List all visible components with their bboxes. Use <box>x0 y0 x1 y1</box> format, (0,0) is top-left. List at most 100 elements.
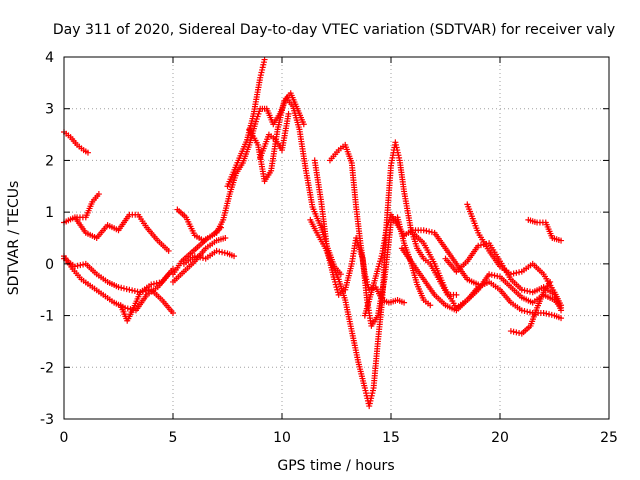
data-point <box>219 249 226 256</box>
data-point <box>518 307 525 314</box>
data-point <box>513 329 520 336</box>
x-axis-label: GPS time / hours <box>277 458 394 474</box>
data-point <box>165 247 172 254</box>
data-point <box>77 262 84 269</box>
data-point <box>150 280 157 287</box>
data-point <box>221 249 228 256</box>
series-track-h <box>170 235 229 285</box>
data-point <box>217 224 224 231</box>
data-point <box>475 242 482 249</box>
series-track-f <box>117 266 176 324</box>
y-tick-label: -2 <box>40 360 54 376</box>
y-tick-label: 3 <box>45 102 54 118</box>
data-point <box>285 110 292 117</box>
data-point <box>74 262 81 269</box>
series-track-b <box>61 211 172 254</box>
data-point <box>488 271 495 278</box>
data-point <box>510 270 517 277</box>
data-point <box>95 191 102 198</box>
series-track-m <box>257 110 292 161</box>
data-point <box>126 286 133 293</box>
data-point <box>156 279 163 286</box>
data-point <box>546 311 553 318</box>
data-point <box>148 281 155 288</box>
data-point <box>558 307 565 314</box>
data-point <box>84 149 91 156</box>
data-point <box>558 302 565 309</box>
data-point <box>494 273 501 280</box>
x-tick-label: 5 <box>169 430 178 446</box>
x-tick-label: 0 <box>60 430 69 446</box>
data-point <box>524 308 531 315</box>
data-point <box>420 227 427 234</box>
data-point <box>521 287 528 294</box>
data-point <box>524 288 531 295</box>
data-point <box>199 255 206 262</box>
data-point <box>115 284 122 291</box>
data-point <box>477 242 484 249</box>
data-point <box>521 308 528 315</box>
data-point <box>80 261 87 268</box>
marks-layer <box>61 56 565 410</box>
data-point <box>543 310 550 317</box>
data-point <box>194 253 201 260</box>
x-tick-label: 25 <box>600 430 618 446</box>
y-tick-label: 0 <box>45 257 54 273</box>
data-point <box>120 285 127 292</box>
ticks-layer: 0 5 10 15 20 25 -3 -2 -1 0 1 2 3 4 <box>40 50 618 446</box>
x-tick-label: 15 <box>382 430 400 446</box>
x-tick-label: 20 <box>491 430 509 446</box>
data-point <box>213 247 220 254</box>
data-point <box>170 266 176 273</box>
data-point <box>427 302 434 309</box>
data-point <box>558 315 565 322</box>
y-tick-label: -3 <box>40 412 54 428</box>
series-track-l <box>246 90 307 185</box>
data-point <box>191 253 198 260</box>
data-point <box>486 271 493 278</box>
data-point <box>428 229 435 236</box>
data-point <box>300 121 307 128</box>
data-point <box>507 271 514 278</box>
data-point <box>518 286 525 293</box>
data-point <box>547 278 554 285</box>
y-tick-label: -1 <box>40 309 54 325</box>
data-point <box>123 286 130 293</box>
data-point <box>401 299 408 306</box>
series-track-r <box>398 245 565 314</box>
data-point <box>491 272 498 279</box>
data-point <box>426 228 433 235</box>
data-point <box>540 309 547 316</box>
series-track-w <box>525 216 565 244</box>
data-point <box>516 330 523 337</box>
data-point <box>118 284 125 291</box>
series-track-a <box>61 128 91 156</box>
data-point <box>222 235 229 241</box>
data-point <box>510 328 517 335</box>
y-axis-label: SDTVAR / TECUs <box>6 181 22 296</box>
data-point <box>453 291 460 298</box>
data-point <box>261 56 268 63</box>
data-point <box>131 288 138 295</box>
series-track-i <box>174 206 224 244</box>
data-point <box>513 269 520 276</box>
data-point <box>526 309 533 316</box>
y-tick-label: 4 <box>45 50 54 66</box>
data-point <box>153 280 160 287</box>
series-track-j <box>180 247 238 267</box>
data-point <box>197 254 204 261</box>
y-tick-label: 1 <box>45 205 54 221</box>
series-track-u <box>464 201 565 309</box>
y-tick-label: 2 <box>45 153 54 169</box>
data-point <box>507 328 514 335</box>
data-point <box>548 311 555 318</box>
chart-title: Day 311 of 2020, Sidereal Day-to-day VTE… <box>53 22 615 38</box>
data-point <box>423 227 430 234</box>
data-point <box>231 253 238 260</box>
data-point <box>558 237 565 244</box>
data-point <box>516 269 523 276</box>
series-track-e <box>74 191 102 221</box>
data-point <box>337 271 344 278</box>
data-point <box>216 248 223 255</box>
data-point <box>124 305 131 312</box>
